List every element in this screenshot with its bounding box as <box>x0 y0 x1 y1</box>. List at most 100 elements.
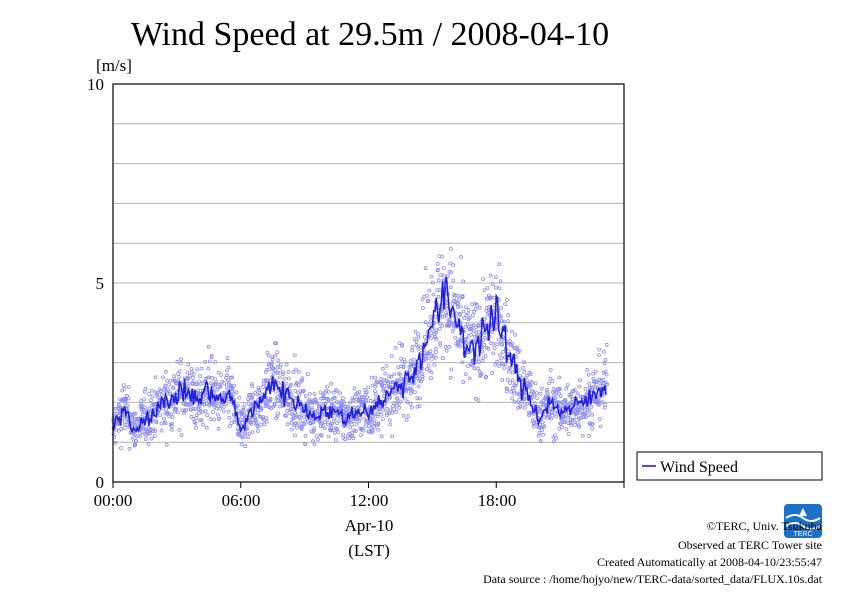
data-point <box>533 381 538 386</box>
data-point <box>440 314 445 319</box>
data-point <box>167 414 172 419</box>
data-point <box>458 344 463 349</box>
data-point <box>202 392 207 397</box>
data-point <box>184 402 188 406</box>
data-point <box>598 424 603 429</box>
data-point <box>505 377 510 382</box>
data-point <box>299 427 304 432</box>
data-point <box>133 411 138 416</box>
data-point <box>502 366 507 371</box>
data-point <box>604 342 609 347</box>
data-point <box>497 286 502 291</box>
data-point <box>486 346 491 351</box>
data-point <box>246 401 251 406</box>
data-point <box>601 381 606 386</box>
data-point <box>370 429 375 434</box>
data-point <box>517 397 522 402</box>
data-point <box>142 389 147 394</box>
data-point <box>568 417 573 422</box>
data-point <box>331 390 336 395</box>
legend-box <box>636 451 823 481</box>
data-point <box>133 443 138 447</box>
data-point <box>225 368 229 373</box>
data-point <box>589 404 594 409</box>
data-point <box>557 375 562 380</box>
data-point <box>123 419 127 424</box>
data-point <box>440 356 445 361</box>
data-point <box>436 294 441 299</box>
data-point <box>351 436 356 441</box>
y-tick-label: 5 <box>96 274 105 293</box>
data-point <box>256 429 260 433</box>
data-point <box>436 267 440 272</box>
data-point <box>436 278 441 283</box>
data-point <box>277 375 282 380</box>
data-point <box>513 383 518 388</box>
data-point <box>154 420 159 425</box>
data-point <box>456 342 461 347</box>
data-point <box>117 428 121 433</box>
data-point <box>574 414 579 419</box>
data-point <box>493 285 498 290</box>
data-point <box>320 423 325 428</box>
data-point <box>169 427 174 432</box>
legend-label: Wind Speed <box>660 459 738 476</box>
data-points <box>111 246 609 451</box>
data-point <box>387 418 392 423</box>
data-point <box>266 353 271 358</box>
data-point <box>289 420 294 425</box>
data-point <box>294 413 299 418</box>
data-point <box>518 404 523 409</box>
data-point <box>498 279 503 284</box>
data-point <box>466 311 470 316</box>
data-point <box>575 391 580 396</box>
data-point <box>522 405 527 410</box>
data-point <box>214 400 219 405</box>
data-point <box>401 413 406 418</box>
data-point <box>171 404 176 409</box>
data-point <box>285 422 290 427</box>
data-point <box>428 314 433 319</box>
data-point <box>508 381 512 385</box>
data-point <box>353 429 358 434</box>
data-point <box>454 301 459 305</box>
data-point <box>374 392 378 397</box>
data-point <box>437 326 442 331</box>
data-point <box>326 397 331 402</box>
data-point <box>498 352 503 357</box>
data-point <box>203 409 208 414</box>
data-point <box>501 349 506 354</box>
data-point <box>250 395 255 400</box>
data-point <box>332 416 337 421</box>
data-point <box>379 412 384 417</box>
data-point <box>142 397 146 402</box>
data-point <box>215 412 220 417</box>
data-point <box>451 278 456 283</box>
data-point <box>581 415 586 420</box>
data-point <box>463 305 468 310</box>
data-point <box>335 427 340 432</box>
data-point <box>180 408 185 413</box>
data-point <box>187 373 192 378</box>
data-point <box>338 391 343 396</box>
data-point <box>479 372 484 376</box>
data-point <box>288 382 293 387</box>
data-point <box>430 280 435 285</box>
data-point <box>438 273 443 278</box>
data-point <box>528 383 533 388</box>
data-point <box>194 416 199 421</box>
data-point <box>216 426 221 431</box>
data-point <box>590 422 594 427</box>
data-point <box>350 423 355 427</box>
data-point <box>538 405 543 410</box>
data-point <box>319 433 324 438</box>
data-point <box>476 366 480 371</box>
data-point <box>456 301 461 306</box>
data-point <box>147 392 152 396</box>
data-point <box>434 330 439 335</box>
data-point <box>501 362 506 367</box>
data-point <box>216 404 221 409</box>
data-point <box>119 426 124 431</box>
data-point <box>389 353 394 358</box>
data-point <box>554 436 558 441</box>
